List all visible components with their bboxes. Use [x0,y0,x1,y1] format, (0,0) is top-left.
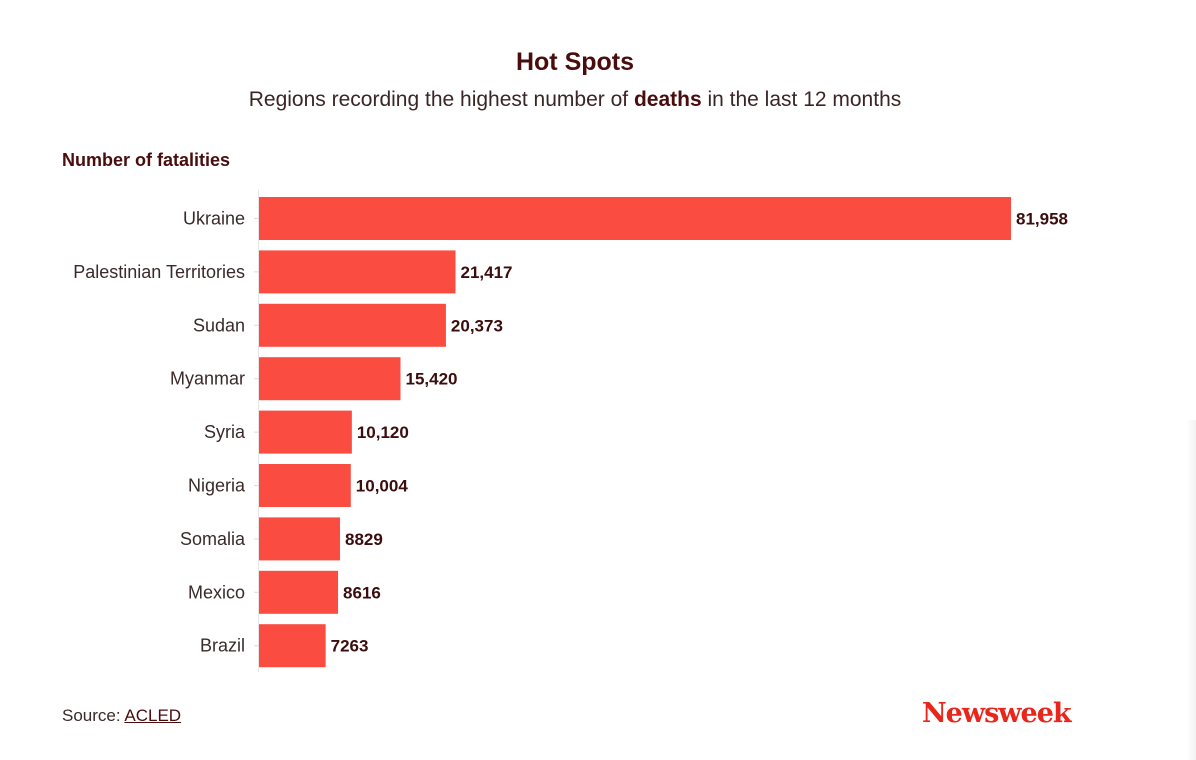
data-label: 10,120 [357,423,409,442]
source-prefix: Source: [62,706,125,725]
subtitle-emphasis: deaths [633,88,702,111]
category-label: Sudan [193,315,245,335]
newsweek-logo: Newsweek [922,698,1072,729]
bar [259,357,401,401]
data-label: 8616 [343,583,381,602]
category-label: Myanmar [170,369,245,389]
subtitle-text-end: in the last 12 months [701,88,902,111]
bar [259,250,456,294]
category-label: Somalia [180,529,246,549]
category-label: Brazil [200,636,245,656]
chart-subtitle: Regions recording the highest number of … [0,88,1150,112]
data-label: 81,958 [1016,210,1068,229]
bar [259,570,339,614]
bar [259,624,326,668]
axis-title: Number of fatalities [62,150,231,170]
data-label: 7263 [331,637,369,656]
subtitle-text-start: Regions recording the highest number of [248,88,634,111]
data-label: 10,004 [356,477,409,496]
category-label: Mexico [188,582,245,602]
data-label: 20,373 [451,316,503,335]
category-label: Palestinian Territories [73,262,245,282]
category-label: Ukraine [183,209,245,229]
data-label: 15,420 [405,370,457,389]
bar [259,517,341,561]
bar [259,303,446,347]
bar [259,464,351,507]
category-label: Nigeria [188,476,246,496]
source-link[interactable]: ACLED [124,706,182,725]
scroll-shade [1186,420,1196,760]
chart-title: Hot Spots [515,48,635,76]
bar [259,410,352,454]
bar [259,197,1011,240]
data-label: 8829 [345,530,383,549]
source-line: Source: ACLED [62,706,181,726]
data-label: 21,417 [461,263,513,282]
category-label: Syria [204,422,246,442]
